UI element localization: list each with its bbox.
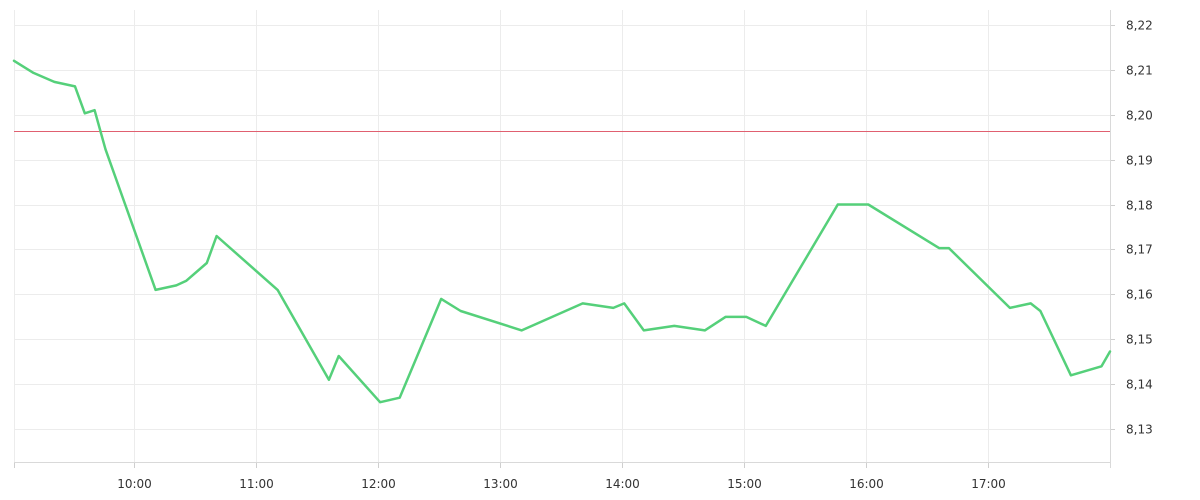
x-tick-label: 12:00 — [361, 477, 396, 491]
series-point — [74, 85, 76, 87]
x-tick-label: 16:00 — [849, 477, 884, 491]
series-point — [13, 60, 15, 62]
axis-layer — [14, 10, 1115, 468]
series-line — [12, 59, 1112, 404]
series-point — [154, 289, 156, 291]
series-point — [338, 355, 340, 357]
series-point — [643, 329, 645, 331]
x-tick-label: 13:00 — [483, 477, 518, 491]
x-tick-label: 10:00 — [117, 477, 152, 491]
series-layer — [12, 59, 1112, 404]
y-tick-label: 8,17 — [1126, 243, 1153, 257]
series-point — [938, 247, 940, 249]
series-point — [399, 397, 401, 399]
series-point — [1100, 365, 1102, 367]
series-point — [1030, 302, 1032, 304]
series-point — [765, 325, 767, 327]
grid-layer — [14, 10, 1110, 462]
series-point — [379, 401, 381, 403]
y-tick-label: 8,13 — [1126, 423, 1153, 437]
series-point — [185, 280, 187, 282]
series-point — [745, 316, 747, 318]
series-point — [582, 302, 584, 304]
series-point — [328, 379, 330, 381]
series-point — [32, 72, 34, 74]
series-point — [1070, 374, 1072, 376]
series-point — [276, 289, 278, 291]
series-point — [175, 284, 177, 286]
y-tick-label: 8,20 — [1126, 109, 1153, 123]
y-tick-label: 8,18 — [1126, 199, 1153, 213]
series-point — [521, 329, 523, 331]
x-tick-label: 11:00 — [239, 477, 274, 491]
y-tick-label: 8,15 — [1126, 333, 1153, 347]
series-point — [948, 247, 950, 249]
x-tick-label: 17:00 — [971, 477, 1006, 491]
y-tick-label: 8,19 — [1126, 154, 1153, 168]
y-tick-label: 8,14 — [1126, 378, 1153, 392]
series-point — [623, 302, 625, 304]
x-tick-label: 14:00 — [605, 477, 640, 491]
y-tick-label: 8,16 — [1126, 288, 1153, 302]
series-point — [206, 262, 208, 264]
y-tick-label: 8,21 — [1126, 64, 1153, 78]
series-point — [215, 235, 217, 237]
series-point — [704, 329, 706, 331]
series-point — [53, 81, 55, 83]
series-point — [612, 307, 614, 309]
x-tick-label: 15:00 — [727, 477, 762, 491]
series-point — [1009, 307, 1011, 309]
series-point — [84, 112, 86, 114]
series-point — [460, 310, 462, 312]
tick-label-layer: 10:00 11:00 12:00 13:00 14:00 15:00 16:00 17:00… — [117, 19, 1153, 492]
series-point — [440, 298, 442, 300]
series-point — [1039, 310, 1041, 312]
series-point — [837, 203, 839, 205]
series-point — [1109, 350, 1111, 352]
series-point — [93, 109, 95, 111]
y-tick-label: 8,22 — [1126, 19, 1153, 33]
series-point — [724, 316, 726, 318]
series-point — [673, 325, 675, 327]
series-point — [867, 203, 869, 205]
series-point — [104, 148, 106, 150]
